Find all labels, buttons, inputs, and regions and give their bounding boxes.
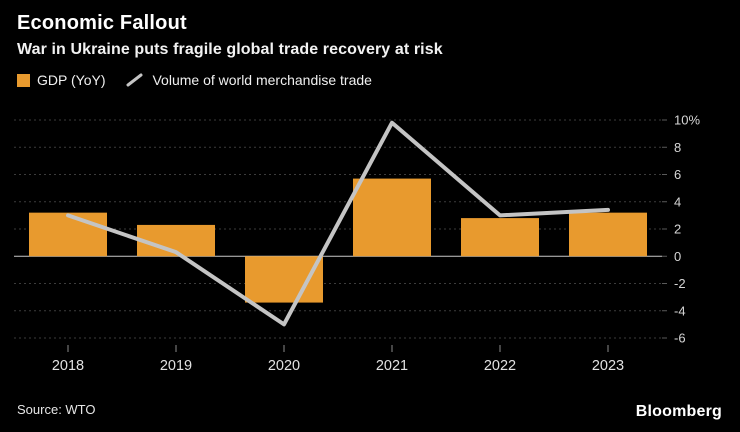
x-axis-label: 2018 xyxy=(52,358,84,374)
x-axis-label: 2022 xyxy=(484,358,516,374)
y-axis-label: 8 xyxy=(674,140,681,155)
x-axis-label: 2021 xyxy=(376,358,408,374)
x-axis-label: 2023 xyxy=(592,358,624,374)
y-axis-label: 6 xyxy=(674,167,681,182)
bar-2020 xyxy=(245,256,323,303)
chart-header: Economic Fallout War in Ukraine puts fra… xyxy=(17,12,723,88)
chart-subtitle: War in Ukraine puts fragile global trade… xyxy=(17,41,443,58)
y-axis-label: -4 xyxy=(674,303,686,318)
trade-volume-line xyxy=(66,120,610,327)
chart-svg: 10% 8 6 4 2 0 -2 -4 -6 2018 2019 2020 2021 2022 2023 xyxy=(14,113,700,374)
source-credit: Source: WTO xyxy=(17,402,96,417)
y-axis-label: 0 xyxy=(674,249,681,264)
legend-label-gdp: GDP (YoY) xyxy=(37,72,106,88)
x-axis-label: 2020 xyxy=(268,358,300,374)
bar-2022 xyxy=(461,218,539,257)
legend-item-gdp: GDP (YoY) xyxy=(17,72,105,88)
y-axis-label: 2 xyxy=(674,222,681,237)
bar-2021 xyxy=(353,178,431,257)
y-axis-label: -2 xyxy=(674,276,686,291)
x-axis-label: 2019 xyxy=(160,358,192,374)
bar-2018 xyxy=(29,212,107,257)
line-swatch-icon xyxy=(126,73,143,87)
chart-title: Economic Fallout xyxy=(17,12,187,34)
y-axis-label: 4 xyxy=(674,194,681,209)
bar-swatch-icon xyxy=(17,73,30,87)
bloomberg-logo: Bloomberg xyxy=(635,403,722,420)
y-axis-label: 10% xyxy=(674,113,700,128)
chart-legend: GDP (YoY) Volume of world merchandise tr… xyxy=(17,72,723,88)
legend-label-trade: Volume of world merchandise trade xyxy=(152,72,372,88)
bar-2023 xyxy=(569,212,647,257)
chart-area: 10% 8 6 4 2 0 -2 -4 -6 2018 2019 2020 2021 2022 2023 xyxy=(0,100,740,410)
legend-item-trade: Volume of world merchandise trade xyxy=(125,72,372,88)
y-axis-label: -6 xyxy=(674,331,686,346)
